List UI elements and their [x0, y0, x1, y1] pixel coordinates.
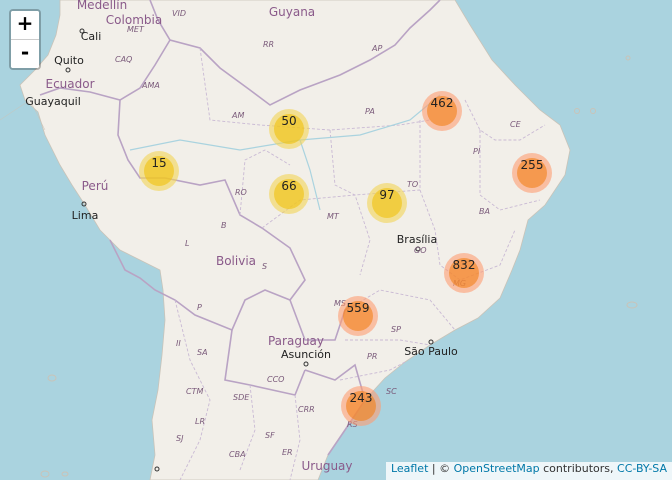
cluster-count: 50: [274, 114, 304, 144]
region-label: AMA: [141, 81, 160, 90]
region-label: AM: [231, 111, 244, 120]
country-label: Medellín: [77, 0, 127, 12]
region-label: RO: [235, 188, 247, 197]
region-label: SJ: [176, 434, 184, 443]
region-label: P: [197, 303, 202, 312]
region-label: VID: [172, 9, 186, 18]
attribution-text: contributors,: [539, 462, 618, 475]
marker-cluster[interactable]: 462: [422, 91, 462, 131]
cluster-count: 243: [346, 391, 376, 421]
cluster-count: 15: [144, 156, 174, 186]
attribution: Leaflet | © OpenStreetMap contributors, …: [385, 462, 672, 480]
marker-cluster[interactable]: 255: [512, 153, 552, 193]
city-label: Lima: [72, 209, 99, 222]
city-label: Cali: [81, 30, 102, 43]
island: [590, 108, 596, 114]
island: [40, 470, 50, 478]
region-label: CCO: [267, 375, 284, 384]
cluster-count: 462: [427, 96, 457, 126]
city-label: Asunción: [281, 348, 331, 361]
region-label: RS: [347, 420, 358, 429]
region-label: SA: [197, 348, 208, 357]
region-label: CAQ: [115, 55, 132, 64]
country-label: Perú: [82, 179, 109, 193]
region-label: CE: [510, 120, 522, 129]
region-label: CBA: [229, 450, 246, 459]
region-label: SC: [386, 387, 397, 396]
marker-cluster[interactable]: 97: [367, 183, 407, 223]
country-label: Paraguay: [268, 334, 324, 348]
region-label: SDE: [233, 393, 250, 402]
leaflet-link[interactable]: Leaflet: [390, 462, 429, 475]
region-label: PI: [473, 147, 481, 156]
region-label: SP: [391, 325, 401, 334]
region-label: CRR: [298, 405, 315, 414]
marker-cluster[interactable]: 243: [341, 386, 381, 426]
island: [574, 108, 580, 114]
region-label: LR: [195, 417, 205, 426]
marker-cluster[interactable]: 832: [444, 253, 484, 293]
country-label: Ecuador: [45, 77, 94, 91]
zoom-out-button[interactable]: -: [11, 39, 39, 68]
island: [61, 471, 69, 477]
osm-link[interactable]: OpenStreetMap: [453, 462, 540, 475]
license-link[interactable]: CC-BY-SA: [617, 462, 667, 475]
region-label: ER: [282, 448, 293, 457]
region-label: AP: [371, 44, 382, 53]
marker-cluster[interactable]: 50: [269, 109, 309, 149]
marker-cluster[interactable]: 66: [269, 174, 309, 214]
attribution-separator: | ©: [428, 462, 454, 475]
region-label: PR: [367, 352, 377, 361]
cluster-count: 832: [449, 258, 479, 288]
city-label: Guayaquil: [25, 95, 81, 108]
region-label: CTM: [186, 387, 203, 396]
region-label: S: [262, 262, 267, 271]
island: [625, 55, 631, 61]
zoom-in-button[interactable]: +: [11, 11, 39, 39]
island: [626, 301, 638, 309]
region-label: MT: [327, 212, 340, 221]
region-label: BA: [479, 207, 490, 216]
region-label: L: [185, 239, 189, 248]
country-label: Guyana: [269, 5, 315, 19]
cluster-count: 255: [517, 158, 547, 188]
region-label: MS: [334, 299, 346, 308]
island: [47, 374, 57, 382]
region-label: II: [176, 339, 181, 348]
region-label: PA: [365, 107, 375, 116]
state-borders: [174, 47, 546, 480]
cluster-count: 559: [343, 301, 373, 331]
country-label: Uruguay: [302, 459, 353, 473]
region-label: TO: [407, 180, 418, 189]
city-dots: [65, 28, 434, 472]
region-label: B: [221, 221, 227, 230]
region-labels: VID RR AP MET CAQ AMA AM PA CE PI RO TO …: [115, 9, 522, 459]
cluster-count: 97: [372, 188, 402, 218]
country-label: Colombia: [106, 13, 162, 27]
city-label: Quito: [54, 54, 84, 67]
region-label: MET: [127, 25, 145, 34]
marker-cluster[interactable]: 559: [338, 296, 378, 336]
zoom-control: + -: [9, 9, 41, 70]
cluster-count: 66: [274, 179, 304, 209]
city-label: Brasília: [397, 233, 437, 246]
country-label: Bolivia: [216, 254, 256, 268]
city-label: São Paulo: [404, 345, 458, 358]
region-label: GO: [414, 246, 427, 255]
region-label: SF: [265, 431, 275, 440]
marker-cluster[interactable]: 15: [139, 151, 179, 191]
region-label: RR: [263, 40, 274, 49]
